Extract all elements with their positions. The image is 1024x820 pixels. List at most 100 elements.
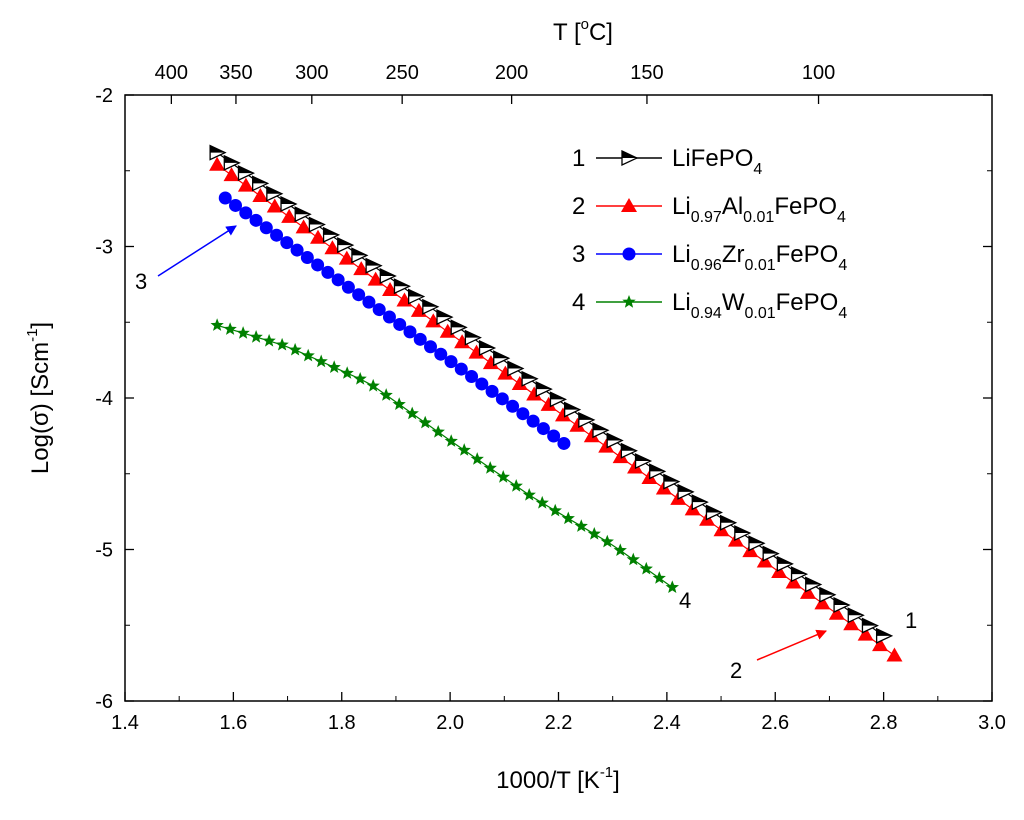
legend-label: Li0.97Al0.01FePO4: [672, 193, 846, 226]
data-point: [351, 247, 369, 264]
data-point: [574, 519, 588, 532]
data-point: [483, 461, 497, 474]
data-point: [454, 362, 468, 376]
data-point: [223, 154, 241, 171]
top-tick-label: 100: [802, 62, 835, 84]
data-point: [300, 251, 314, 265]
top-tick-label: 400: [155, 62, 188, 84]
data-point: [805, 576, 823, 593]
data-point: [482, 355, 499, 370]
data-point: [465, 370, 479, 384]
marker-half-fill: [692, 495, 708, 503]
data-point: [626, 552, 640, 566]
data-point: [434, 347, 448, 361]
data-point: [843, 616, 860, 631]
marker-half-fill: [408, 289, 424, 297]
data-point: [379, 267, 397, 284]
data-point: [535, 381, 553, 398]
data-point: [639, 561, 653, 575]
legend-marker: [621, 149, 639, 167]
data-point: [366, 378, 380, 392]
axis-ticks: 1.4 1.6 1.8 2.0 2.2 2.4 2.6 2.8 3.0 -6 -5 -4 -3 -2 400…: [95, 62, 1006, 734]
data-point: [405, 406, 419, 420]
x-tick-label: 1.8: [328, 712, 356, 734]
data-point: [337, 237, 355, 254]
data-point: [620, 442, 638, 459]
legend-number: 1: [572, 145, 585, 172]
data-point: [294, 206, 312, 223]
data-point: [340, 366, 354, 379]
data-point: [249, 213, 263, 227]
series-3: [218, 191, 571, 450]
legend-number: 2: [572, 193, 585, 220]
marker-half-fill: [507, 361, 523, 369]
x-tick-label: 1.6: [219, 712, 247, 734]
data-point: [526, 414, 540, 428]
x-axis-title: 1000/T [K-1]: [496, 764, 620, 794]
marker-half-fill: [394, 279, 410, 287]
x-tick-label: 3.0: [978, 712, 1006, 734]
marker-half-fill: [309, 217, 325, 225]
data-point: [875, 627, 894, 644]
marker-half-fill: [323, 227, 339, 235]
data-point: [606, 432, 624, 449]
data-point: [652, 571, 666, 584]
data-point: [309, 229, 326, 244]
data-point: [522, 488, 536, 501]
data-point: [324, 240, 341, 255]
data-point: [311, 258, 325, 272]
data-point: [290, 243, 304, 257]
top-tick-label: 200: [495, 62, 528, 84]
data-point: [691, 494, 709, 511]
data-point: [493, 350, 511, 367]
data-point: [547, 429, 561, 443]
marker-half-fill: [720, 515, 736, 523]
data-point: [252, 175, 270, 192]
data-point: [237, 177, 254, 192]
data-point: [598, 438, 615, 453]
series-1: [209, 144, 894, 644]
legend-item-3: 3 Li0.96Zr0.01FePO4: [572, 241, 847, 274]
marker-half-fill: [380, 268, 396, 276]
marker-half-fill: [564, 402, 580, 410]
annotation-label-1: 1: [905, 608, 917, 633]
data-point: [444, 434, 458, 447]
data-point: [548, 503, 562, 517]
data-point: [229, 198, 243, 212]
data-point: [497, 365, 514, 380]
marker-half-fill: [281, 196, 297, 204]
legend-item-4: 4 Li0.94W0.01FePO4: [572, 289, 847, 322]
marker-half-fill: [451, 320, 467, 328]
data-point: [470, 452, 484, 465]
legend-label: Li0.96Zr0.01FePO4: [672, 241, 847, 274]
x-tick-label: 1.4: [111, 712, 139, 734]
marker-half-fill: [479, 340, 495, 348]
marker-half-fill: [848, 608, 864, 616]
data-point: [275, 337, 289, 351]
marker-half-fill: [734, 526, 750, 534]
legend-label: Li0.94W0.01FePO4: [672, 289, 847, 322]
marker-half-fill: [465, 330, 481, 338]
data-point: [450, 319, 468, 336]
data-point: [561, 511, 575, 525]
marker-half-fill: [593, 423, 609, 431]
annotation-arrow-2: [756, 629, 827, 661]
data-point: [308, 216, 326, 233]
marker-half-fill: [678, 484, 694, 492]
data-point: [413, 332, 427, 346]
data-point: [280, 236, 294, 250]
data-point: [382, 310, 396, 324]
data-point: [266, 198, 283, 213]
data-point: [392, 397, 406, 410]
x-tick-label: 2.2: [545, 712, 573, 734]
data-point: [393, 278, 412, 295]
data-point: [785, 574, 802, 589]
legend-item-2: 2 Li0.97Al0.01FePO4: [572, 193, 846, 226]
y-tick-label: -4: [95, 388, 113, 410]
marker-half-fill: [337, 238, 353, 246]
data-point: [288, 342, 302, 356]
data-point: [814, 595, 831, 610]
annotation-label-4: 4: [679, 588, 691, 613]
marker-half-fill: [422, 299, 438, 307]
